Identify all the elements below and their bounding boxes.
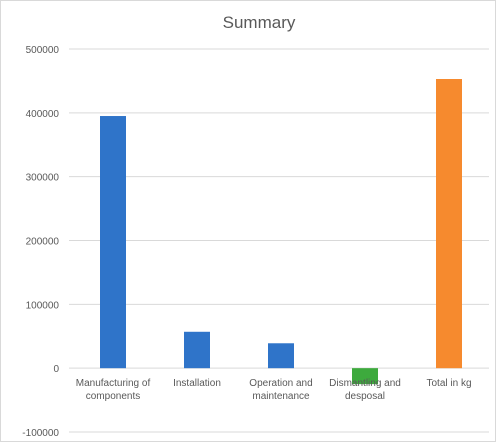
x-category-label-line: desposal (345, 391, 385, 402)
y-tick-label: 0 (53, 364, 59, 375)
y-tick-label: 200000 (26, 237, 60, 248)
y-tick-label: 300000 (26, 173, 60, 184)
y-axis-ticks: 500000 400000 300000 200000 100000 0 -100000 (22, 45, 59, 439)
bar (268, 343, 294, 369)
y-tick-label: 100000 (26, 300, 60, 311)
gridlines (69, 48, 489, 433)
x-category-label-line: Total in kg (426, 378, 471, 389)
y-tick-label: -100000 (22, 428, 59, 439)
bar (100, 116, 126, 369)
x-category-label-line: Manufacturing of (76, 378, 151, 389)
x-category-label: Installation (173, 378, 221, 389)
bar (184, 331, 210, 369)
bar (352, 368, 378, 385)
x-category-label-line: Dismantling and (329, 378, 401, 389)
x-category-label-line: components (86, 391, 140, 402)
chart-title: Summary (223, 13, 296, 32)
y-tick-label: 400000 (26, 109, 60, 120)
x-category-label-line: Operation and (249, 378, 312, 389)
x-category-label-line: Installation (173, 378, 221, 389)
x-category-label-line: maintenance (252, 391, 310, 402)
bars (100, 79, 462, 385)
x-category-label: Total in kg (426, 378, 471, 389)
x-category-label: Dismantling and desposal (329, 378, 401, 402)
bar (436, 79, 462, 369)
x-axis-labels: Manufacturing of components Installation Op… (76, 378, 472, 402)
x-category-label: Operation and maintenance (249, 378, 312, 402)
x-category-label: Manufacturing of components (76, 378, 151, 402)
y-tick-label: 500000 (26, 45, 60, 56)
